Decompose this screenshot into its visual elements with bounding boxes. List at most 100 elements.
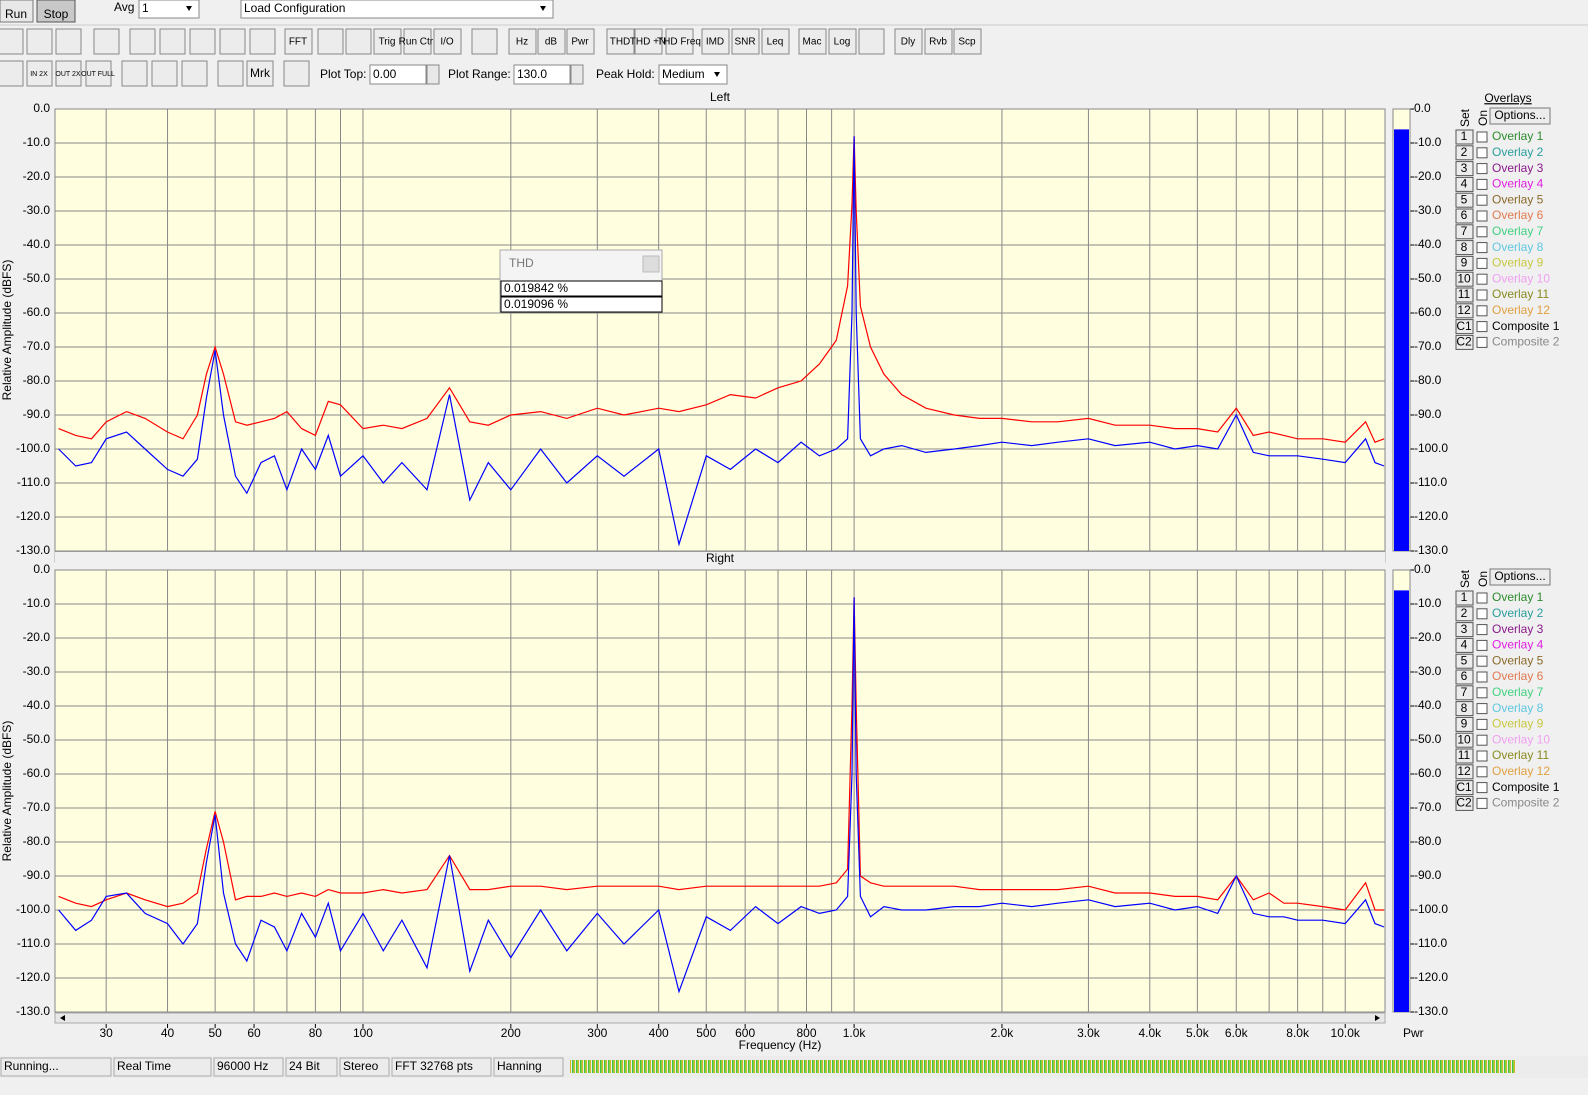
tool-button[interactable] <box>373 28 402 55</box>
set-button[interactable] <box>1455 303 1474 319</box>
set-button[interactable] <box>1455 287 1474 303</box>
overlay-checkbox[interactable] <box>1476 257 1488 269</box>
spinner[interactable] <box>570 64 584 85</box>
set-button[interactable] <box>1455 732 1474 748</box>
set-button[interactable] <box>1455 224 1474 240</box>
tool-button[interactable] <box>284 28 313 55</box>
set-button[interactable] <box>1455 716 1474 732</box>
set-button[interactable] <box>1455 685 1474 701</box>
overlay-checkbox[interactable] <box>1476 178 1488 190</box>
overlay-checkbox[interactable] <box>1476 797 1488 809</box>
set-button[interactable] <box>1455 669 1474 685</box>
set-button[interactable] <box>1455 653 1474 669</box>
set-button[interactable] <box>1455 161 1474 177</box>
tool-button[interactable] <box>537 28 566 55</box>
overlay-checkbox[interactable] <box>1476 703 1488 715</box>
tool-icon[interactable] <box>317 28 344 55</box>
set-button[interactable] <box>1455 606 1474 622</box>
tool-icon[interactable] <box>159 28 186 55</box>
set-button[interactable] <box>1455 780 1474 796</box>
set-button[interactable] <box>1455 701 1474 717</box>
overlay-checkbox[interactable] <box>1476 766 1488 778</box>
overlay-checkbox[interactable] <box>1476 624 1488 636</box>
overlay-checkbox[interactable] <box>1476 147 1488 159</box>
overlay-checkbox[interactable] <box>1476 305 1488 317</box>
overlay-checkbox[interactable] <box>1476 655 1488 667</box>
set-button[interactable] <box>1455 240 1474 256</box>
overlay-checkbox[interactable] <box>1476 734 1488 746</box>
tool-button[interactable] <box>606 28 635 55</box>
spinner[interactable] <box>426 64 440 85</box>
tool-icon[interactable] <box>26 28 53 55</box>
tool-icon[interactable] <box>129 28 156 55</box>
overlay-checkbox[interactable] <box>1476 194 1488 206</box>
tool-button[interactable] <box>798 28 827 55</box>
set-button[interactable] <box>1455 748 1474 764</box>
tool-icon[interactable] <box>217 60 244 87</box>
tool-button[interactable] <box>665 28 694 55</box>
plot-top-input[interactable] <box>369 64 427 85</box>
avg-select[interactable] <box>138 0 200 19</box>
tool-icon[interactable] <box>151 60 178 87</box>
overlay-checkbox[interactable] <box>1476 131 1488 143</box>
tool-icon[interactable] <box>121 60 148 87</box>
zoom-button[interactable] <box>26 60 53 87</box>
tool-button[interactable] <box>894 28 923 55</box>
peak-hold-select[interactable] <box>658 64 728 85</box>
overlay-checkbox[interactable] <box>1476 687 1488 699</box>
overlay-checkbox[interactable] <box>1476 226 1488 238</box>
tool-icon[interactable] <box>181 60 208 87</box>
tool-button[interactable] <box>433 28 462 55</box>
tool-icon[interactable] <box>345 28 372 55</box>
tool-button[interactable] <box>634 28 663 55</box>
tool-button[interactable] <box>953 28 982 55</box>
overlay-checkbox[interactable] <box>1476 718 1488 730</box>
tool-button[interactable] <box>924 28 953 55</box>
tool-icon[interactable] <box>219 28 246 55</box>
overlay-checkbox[interactable] <box>1476 242 1488 254</box>
overlay-checkbox[interactable] <box>1476 163 1488 175</box>
config-select[interactable] <box>240 0 554 19</box>
tool-icon[interactable] <box>189 28 216 55</box>
zoom-button[interactable] <box>85 60 112 87</box>
tool-button[interactable] <box>508 28 537 55</box>
tool-button[interactable] <box>828 28 857 55</box>
tool-icon[interactable] <box>249 28 276 55</box>
set-button[interactable] <box>1455 622 1474 638</box>
set-button[interactable] <box>1455 129 1474 145</box>
tool-icon[interactable] <box>858 28 885 55</box>
tool-button[interactable] <box>761 28 790 55</box>
overlay-checkbox[interactable] <box>1476 321 1488 333</box>
overlay-checkbox[interactable] <box>1476 750 1488 762</box>
overlay-checkbox[interactable] <box>1476 289 1488 301</box>
set-button[interactable] <box>1455 271 1474 287</box>
close-button[interactable] <box>642 255 660 273</box>
set-button[interactable] <box>1455 764 1474 780</box>
tool-button[interactable] <box>566 28 595 55</box>
set-button[interactable] <box>1455 590 1474 606</box>
set-button[interactable] <box>1455 208 1474 224</box>
set-button[interactable] <box>1455 637 1474 653</box>
set-button[interactable] <box>1455 255 1474 271</box>
set-button[interactable] <box>1455 795 1474 811</box>
set-button[interactable] <box>1455 334 1474 350</box>
overlay-checkbox[interactable] <box>1476 592 1488 604</box>
tool-icon[interactable] <box>0 28 24 55</box>
overlay-checkbox[interactable] <box>1476 671 1488 683</box>
tool-icon[interactable] <box>283 60 310 87</box>
tool-icon[interactable] <box>471 28 498 55</box>
tool-button[interactable] <box>731 28 760 55</box>
overlay-checkbox[interactable] <box>1476 639 1488 651</box>
tool-icon[interactable] <box>93 28 120 55</box>
run-button[interactable] <box>0 0 34 23</box>
set-button[interactable] <box>1455 192 1474 208</box>
overlay-checkbox[interactable] <box>1476 210 1488 222</box>
tool-icon[interactable] <box>55 28 82 55</box>
set-button[interactable] <box>1455 145 1474 161</box>
set-button[interactable] <box>1455 176 1474 192</box>
tool-button[interactable] <box>403 28 432 55</box>
overlay-checkbox[interactable] <box>1476 608 1488 620</box>
marker-button[interactable] <box>246 60 274 87</box>
overlay-checkbox[interactable] <box>1476 782 1488 794</box>
set-button[interactable] <box>1455 319 1474 335</box>
